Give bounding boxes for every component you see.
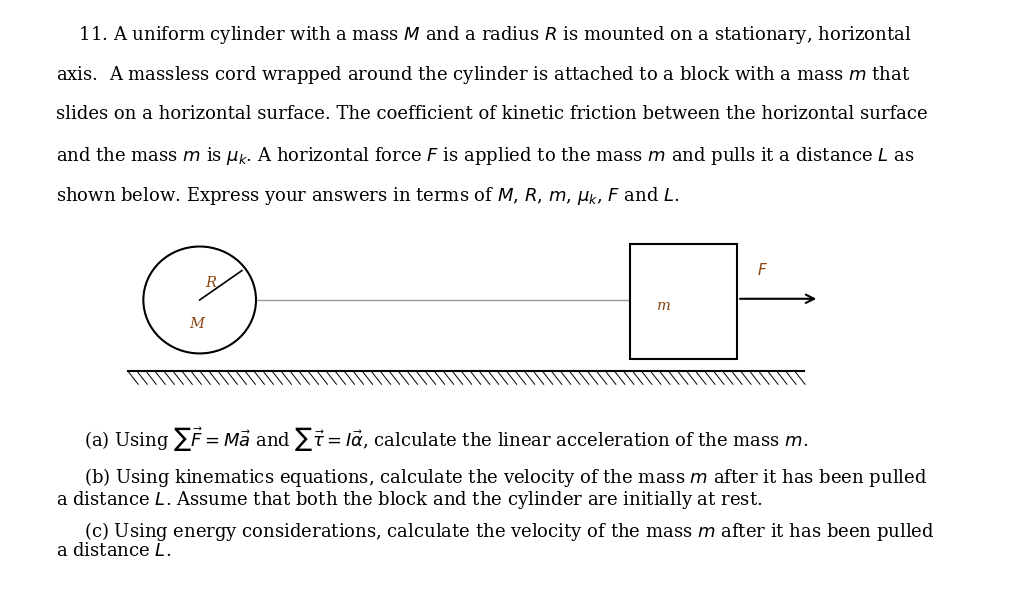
Ellipse shape	[143, 247, 256, 353]
Text: R: R	[205, 276, 216, 290]
Text: a distance $L$.: a distance $L$.	[56, 542, 171, 560]
Text: a distance $L$. Assume that both the block and the cylinder are initially at res: a distance $L$. Assume that both the blo…	[56, 489, 763, 511]
Text: m: m	[656, 299, 671, 313]
Text: (b) Using kinematics equations, calculate the velocity of the mass $m$ after it : (b) Using kinematics equations, calculat…	[84, 466, 927, 489]
Text: and the mass $m$ is $\mu_k$. A horizontal force $F$ is applied to the mass $m$ a: and the mass $m$ is $\mu_k$. A horizonta…	[56, 145, 915, 167]
Text: slides on a horizontal surface. The coefficient of kinetic friction between the : slides on a horizontal surface. The coef…	[56, 105, 928, 122]
Text: $F$: $F$	[758, 263, 768, 278]
Text: (a) Using $\sum\vec{F} = M\vec{a}$ and $\sum\vec{\tau} = I\vec{\alpha}$, calcula: (a) Using $\sum\vec{F} = M\vec{a}$ and $…	[84, 425, 809, 453]
Text: (c) Using energy considerations, calculate the velocity of the mass $m$ after it: (c) Using energy considerations, calcula…	[84, 520, 934, 543]
Text: 11. A uniform cylinder with a mass $M$ and a radius $R$ is mounted on a stationa: 11. A uniform cylinder with a mass $M$ a…	[56, 24, 911, 46]
Text: M: M	[189, 317, 205, 331]
Bar	[630, 244, 737, 359]
Text: axis.  A massless cord wrapped around the cylinder is attached to a block with a: axis. A massless cord wrapped around the…	[56, 64, 910, 86]
Text: shown below. Express your answers in terms of $M$, $R$, $m$, $\mu_k$, $F$ and $L: shown below. Express your answers in ter…	[56, 185, 680, 207]
